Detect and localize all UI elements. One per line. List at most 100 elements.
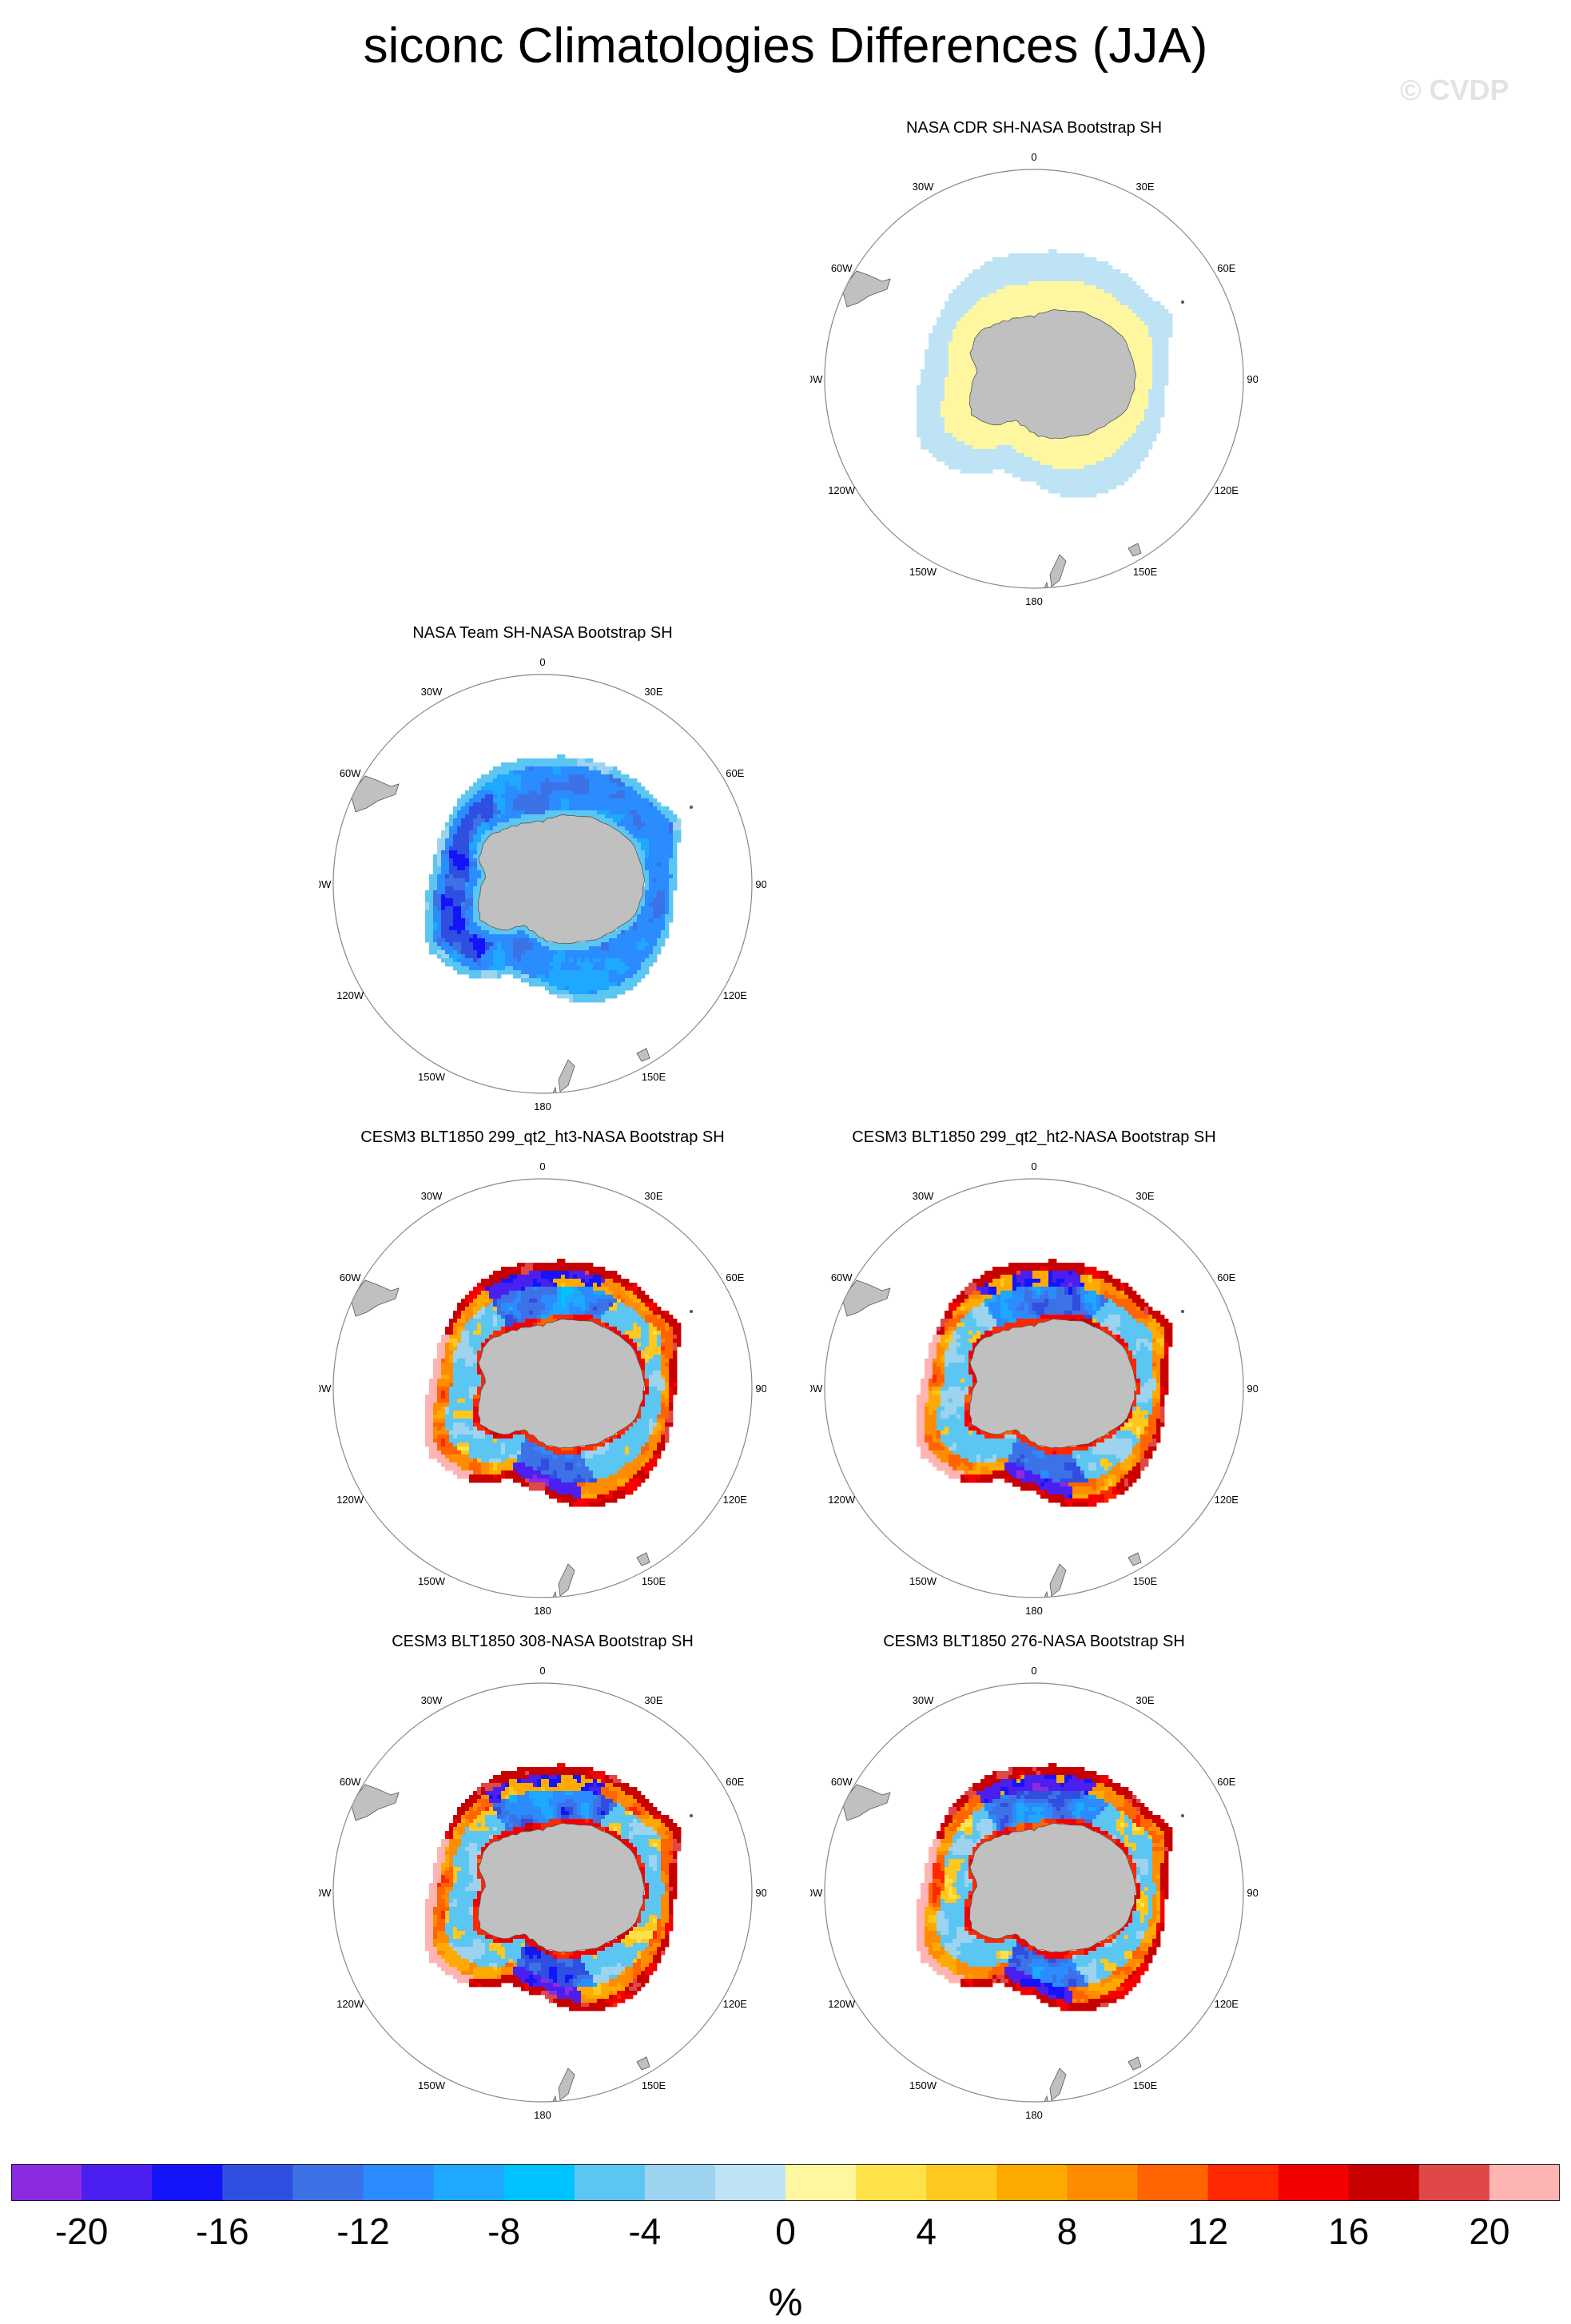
grid-cell [972, 421, 977, 426]
grid-cell [1144, 325, 1149, 330]
grid-cell [665, 834, 670, 839]
grid-cell [445, 1331, 450, 1335]
grid-cell [1016, 305, 1021, 310]
grid-cell [493, 1319, 498, 1323]
grid-cell [1052, 481, 1057, 486]
grid-cell [669, 818, 674, 823]
grid-cell [505, 794, 510, 799]
grid-cell [949, 449, 953, 454]
grid-cell [533, 966, 538, 971]
grid-cell [1136, 369, 1141, 374]
grid-cell [505, 1315, 510, 1319]
grid-cell [1152, 389, 1157, 394]
grid-cell [1028, 273, 1033, 278]
grid-cell [453, 842, 458, 847]
grid-cell [964, 405, 969, 410]
grid-cell [549, 758, 554, 763]
grid-cell [509, 798, 514, 803]
grid-cell [477, 922, 482, 927]
grid-cell [505, 1319, 510, 1323]
grid-cell [609, 790, 614, 795]
grid-cell [541, 1275, 546, 1279]
grid-cell [1108, 281, 1113, 286]
grid-cell [976, 433, 981, 438]
grid-cell [449, 926, 454, 931]
grid-cell [469, 914, 474, 919]
grid-cell [453, 934, 458, 939]
grid-cell [597, 1283, 602, 1287]
grid-cell [509, 766, 514, 771]
grid-cell [569, 758, 574, 763]
grid-cell [1004, 453, 1009, 458]
grid-cell [941, 453, 945, 458]
grid-cell [529, 1315, 534, 1319]
grid-cell [493, 806, 498, 811]
grid-cell [449, 910, 454, 915]
grid-cell [445, 954, 450, 959]
grid-cell [984, 281, 989, 286]
grid-cell [637, 962, 642, 967]
grid-cell [549, 1295, 554, 1299]
grid-cell [625, 814, 630, 819]
grid-cell [1096, 277, 1101, 282]
grid-cell [1044, 269, 1049, 274]
grid-cell [1128, 317, 1133, 322]
grid-cell [649, 894, 654, 899]
grid-cell [1116, 441, 1121, 446]
grid-cell [949, 349, 953, 354]
grid-cell [933, 373, 937, 378]
grid-cell [557, 1287, 562, 1291]
grid-cell [637, 910, 642, 915]
grid-cell [669, 1315, 674, 1319]
longitude-label: 150W [418, 1071, 446, 1083]
grid-cell [453, 946, 458, 951]
grid-cell [1120, 413, 1125, 418]
grid-cell [465, 962, 470, 967]
grid-cell [473, 874, 478, 879]
grid-cell [953, 437, 957, 442]
grid-cell [641, 966, 646, 971]
grid-cell [549, 1307, 554, 1311]
grid-cell [1112, 301, 1117, 306]
grid-cell [1156, 377, 1161, 382]
grid-cell [641, 898, 646, 903]
grid-cell [553, 1275, 558, 1279]
panel-nasa-team: NASA Team SH-NASA Bootstrap SH 0 30E 60E 90… [319, 623, 766, 1119]
grid-cell [949, 317, 953, 322]
grid-cell [1032, 437, 1037, 442]
grid-cell [1032, 469, 1037, 474]
grid-cell [968, 425, 973, 430]
grid-cell [505, 934, 510, 939]
grid-cell [493, 966, 498, 971]
grid-cell [1028, 293, 1033, 298]
grid-cell [1056, 285, 1061, 290]
grid-cell [625, 1323, 630, 1327]
grid-cell [669, 854, 674, 859]
grid-cell [633, 822, 638, 827]
grid-cell [653, 954, 658, 959]
grid-cell [481, 926, 486, 931]
grid-cell [473, 1323, 478, 1327]
grid-cell [461, 914, 466, 919]
grid-cell [457, 958, 462, 963]
grid-cell [585, 942, 590, 947]
grid-cell [485, 1315, 490, 1319]
grid-cell [1076, 289, 1081, 294]
grid-cell [1092, 297, 1097, 302]
grid-cell [601, 762, 606, 767]
grid-cell [1116, 421, 1121, 426]
grid-cell [469, 918, 474, 923]
grid-cell [557, 954, 562, 959]
grid-cell [461, 818, 466, 823]
grid-cell [953, 361, 957, 366]
grid-cell [585, 986, 590, 991]
grid-cell [617, 1279, 622, 1283]
grid-cell [593, 1319, 598, 1323]
grid-cell [1156, 349, 1161, 354]
grid-cell [941, 425, 945, 430]
grid-cell [1036, 309, 1041, 314]
grid-cell [441, 934, 446, 939]
grid-cell [964, 457, 969, 462]
grid-cell [964, 377, 969, 382]
grid-cell [613, 1275, 618, 1279]
